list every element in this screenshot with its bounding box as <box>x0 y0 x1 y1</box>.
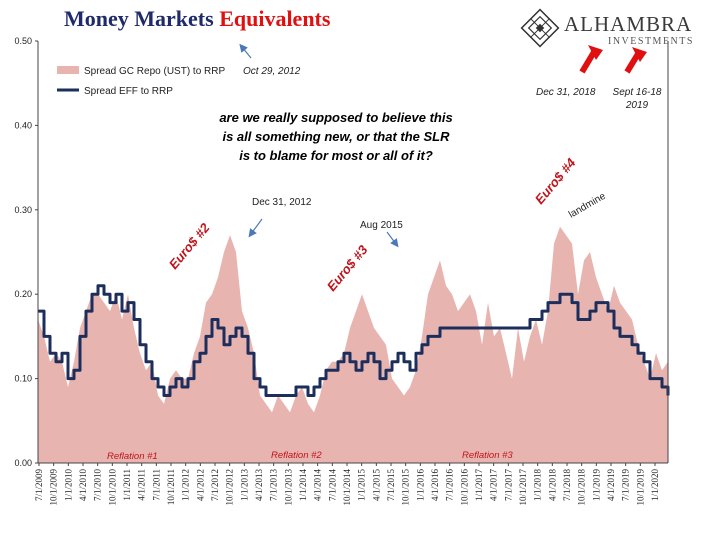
x-tick-label: 7/1/2019 <box>621 469 631 502</box>
annotation-dec2018: Dec 31, 2018 <box>536 87 596 98</box>
legend-label-repo: Spread GC Repo (UST) to RRP <box>84 66 225 77</box>
annotation-landmine: landmine <box>567 191 608 221</box>
x-tick-label: 7/1/2009 <box>34 469 44 502</box>
x-tick-label: 7/1/2017 <box>503 469 513 502</box>
question-line-1: are we really supposed to believe this <box>219 110 452 125</box>
y-tick-label: 0.20 <box>14 289 32 299</box>
x-tick-label: 1/1/2020 <box>650 469 660 502</box>
x-tick-label: 7/1/2012 <box>210 469 220 501</box>
x-tick-label: 1/1/2013 <box>239 469 249 502</box>
x-tick-label: 1/1/2016 <box>415 469 425 502</box>
red-arrow-dec2018 <box>579 45 603 74</box>
x-tick-label: 1/1/2014 <box>298 469 308 502</box>
x-tick-label: 7/1/2014 <box>327 469 337 502</box>
x-tick-label: 10/1/2016 <box>459 469 469 506</box>
annotation-aug2015: Aug 2015 <box>360 220 403 231</box>
x-tick-label: 4/1/2018 <box>547 469 557 502</box>
x-tick-label: 10/1/2009 <box>49 469 59 506</box>
arrow-dec2012 <box>248 218 263 238</box>
x-tick-label: 7/1/2015 <box>386 469 396 502</box>
annotation-sept2019-line1: Sept 16-18 <box>613 87 662 98</box>
x-tick-label: 4/1/2012 <box>195 469 205 501</box>
logo-subtitle: INVESTMENTS <box>608 36 694 47</box>
y-tick-label: 0.40 <box>14 120 32 130</box>
label-reflation1: Reflation #1 <box>107 451 158 462</box>
label-reflation3: Reflation #3 <box>462 450 513 461</box>
axes: 0.00 0.10 0.20 0.30 0.40 0.50 7/1/2009 10/1/200… <box>14 36 669 506</box>
x-tick-label: 7/1/2018 <box>562 469 572 502</box>
x-tick-label: 10/1/2012 <box>225 469 235 506</box>
x-tick-label: 1/1/2017 <box>474 469 484 502</box>
y-tick-label: 0.10 <box>14 374 32 384</box>
x-tick-label: 10/1/2013 <box>283 469 293 506</box>
red-arrow-sept2019 <box>624 47 647 74</box>
x-tick-label: 10/1/2011 <box>166 469 176 505</box>
legend-label-eff: Spread EFF to RRP <box>84 86 173 97</box>
x-tick-label: 7/1/2016 <box>445 469 455 502</box>
x-tick-label: 1/1/2012 <box>181 469 191 501</box>
y-tick-label: 0.00 <box>14 458 32 468</box>
x-tick-label: 4/1/2017 <box>489 469 499 502</box>
label-reflation2: Reflation #2 <box>271 450 322 461</box>
plot-area <box>38 226 670 463</box>
y-tick-label: 0.30 <box>14 205 32 215</box>
y-tick-label: 0.50 <box>14 36 32 46</box>
legend: Spread GC Repo (UST) to RRP Oct 29, 2012… <box>57 66 301 97</box>
x-tick-label: 4/1/2015 <box>371 469 381 502</box>
series-area-gc-repo <box>38 226 668 463</box>
x-tick-label: 1/1/2018 <box>533 469 543 502</box>
question-line-3: is to blame for most or all of it? <box>239 148 433 163</box>
x-tick-label: 7/1/2011 <box>151 469 161 501</box>
x-tick-label: 10/1/2015 <box>401 469 411 506</box>
arrow-oct2012 <box>239 43 252 59</box>
x-tick-label: 7/1/2013 <box>269 469 279 502</box>
x-tick-label: 4/1/2016 <box>430 469 440 502</box>
x-tick-label: 10/1/2018 <box>577 469 587 506</box>
x-tick-label: 4/1/2010 <box>78 469 88 502</box>
x-tick-label: 7/1/2010 <box>93 469 103 502</box>
x-tick-label: 4/1/2014 <box>313 469 323 502</box>
x-tick-label: 10/1/2017 <box>518 469 528 506</box>
x-tick-label: 1/1/2011 <box>122 469 132 501</box>
question-annotation: are we really supposed to believe this i… <box>219 110 452 163</box>
legend-swatch-area <box>57 66 79 74</box>
question-line-2: is all something new, or that the SLR <box>222 129 450 144</box>
x-tick-label: 10/1/2010 <box>107 469 117 506</box>
series-line-eff <box>38 284 670 397</box>
logo-name: ALHAMBRA <box>564 12 693 36</box>
annotation-oct2012: Oct 29, 2012 <box>243 66 301 77</box>
x-tick-label: 10/1/2014 <box>342 469 352 506</box>
x-tick-label: 4/1/2019 <box>606 469 616 502</box>
arrow-aug2015 <box>386 231 399 248</box>
annotation-sept2019-line2: 2019 <box>625 100 649 111</box>
logo-diamond-icon <box>520 8 560 48</box>
x-tick-label: 10/1/2019 <box>635 469 645 506</box>
annotation-dec2012: Dec 31, 2012 <box>252 197 312 208</box>
chart-title-accent: Equivalents <box>219 6 331 31</box>
x-tick-label: 4/1/2011 <box>137 469 147 501</box>
x-tick-label: 1/1/2010 <box>63 469 73 502</box>
x-tick-label: 1/1/2019 <box>591 469 601 502</box>
label-euro2: Euro$ #2 <box>166 220 213 272</box>
label-euro3: Euro$ #3 <box>324 242 371 294</box>
brand-logo: ALHAMBRA INVESTMENTS <box>520 8 695 52</box>
x-tick-label: 4/1/2013 <box>254 469 264 502</box>
chart-title: Money Markets Equivalents <box>64 6 330 32</box>
chart-title-main: Money Markets <box>64 6 214 31</box>
label-euro4: Euro$ #4 <box>532 155 579 207</box>
x-tick-label: 1/1/2015 <box>357 469 367 502</box>
